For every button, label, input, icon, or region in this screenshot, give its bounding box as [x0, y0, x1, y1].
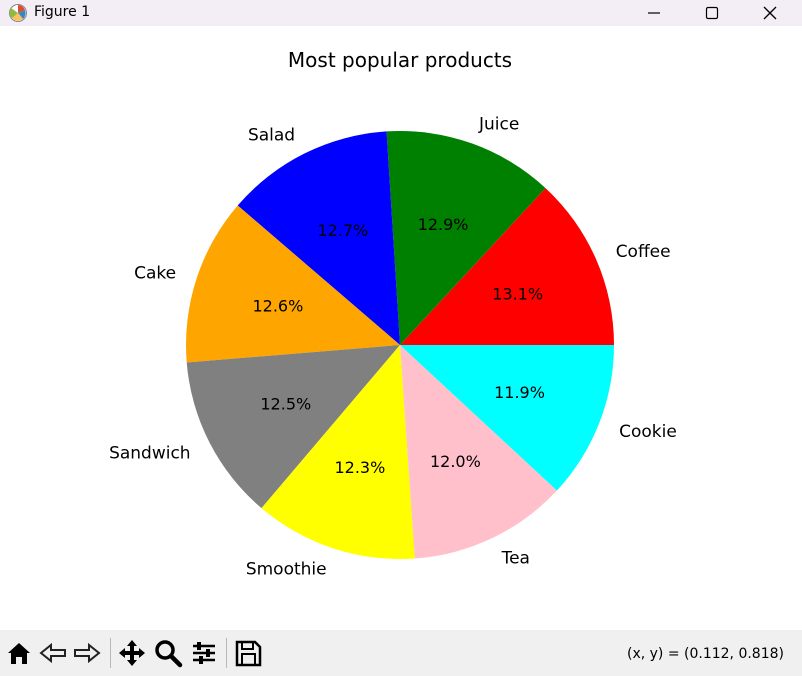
- minimize-button[interactable]: [631, 0, 677, 26]
- pie-chart: Most popular products 13.1% Coffee 12.9% Ju…: [109, 48, 677, 580]
- pie-slice-cookie: [400, 345, 614, 491]
- slice-label-cake: Cake: [134, 263, 176, 283]
- pie-slice-salad: [237, 131, 400, 345]
- configure-subplots-button[interactable]: [189, 638, 219, 668]
- matplotlib-app-icon: [8, 3, 28, 23]
- cursor-coordinates: (x, y) = (0.112, 0.818): [626, 646, 784, 662]
- pie-slices: [185, 130, 614, 560]
- pct-label-smoothie: 12.3%: [334, 458, 385, 477]
- back-icon: [39, 642, 66, 664]
- pie-slice-tea: [400, 345, 557, 559]
- maximize-button[interactable]: [689, 0, 735, 26]
- window-title: Figure 1: [34, 4, 91, 20]
- forward-button[interactable]: [72, 638, 102, 668]
- close-icon: [763, 6, 777, 20]
- zoom-icon: [155, 640, 183, 668]
- slice-label-coffee: Coffee: [616, 242, 671, 262]
- zoom-button[interactable]: [153, 638, 183, 668]
- close-button[interactable]: [747, 0, 793, 26]
- slice-label-smoothie: Smoothie: [246, 560, 327, 580]
- slice-label-salad: Salad: [248, 125, 295, 145]
- toolbar-separator: [110, 638, 111, 668]
- pct-label-cake: 12.6%: [252, 296, 303, 315]
- forward-icon: [74, 642, 101, 664]
- pct-label-coffee: 13.1%: [492, 285, 543, 304]
- pie-slice-coffee: [400, 188, 614, 345]
- pan-icon: [119, 640, 145, 666]
- pct-label-cookie: 11.9%: [494, 383, 545, 402]
- slice-label-sandwich: Sandwich: [109, 444, 191, 464]
- home-button[interactable]: [4, 638, 34, 668]
- save-icon: [235, 640, 262, 667]
- slice-label-juice: Juice: [478, 114, 519, 134]
- figure-canvas[interactable]: Most popular products 13.1% Coffee 12.9% Ju…: [0, 26, 802, 630]
- pct-label-tea: 12.0%: [430, 452, 481, 471]
- title-bar: Figure 1: [0, 0, 802, 26]
- save-button[interactable]: [233, 638, 263, 668]
- maximize-icon: [705, 6, 719, 20]
- window-edge: [799, 26, 802, 630]
- minimize-icon: [648, 12, 660, 14]
- pie-slice-juice: [386, 130, 546, 345]
- back-button[interactable]: [38, 638, 68, 668]
- navigation-toolbar: (x, y) = (0.112, 0.818): [0, 630, 802, 676]
- configure-icon: [193, 642, 215, 664]
- pie-labels: 13.1% Coffee 12.9% Juice 12.7% Salad 12.6% Cake…: [109, 114, 677, 579]
- toolbar-separator: [226, 638, 227, 668]
- pie-slice-cake: [185, 205, 400, 363]
- pct-label-sandwich: 12.5%: [260, 395, 311, 414]
- slice-label-tea: Tea: [501, 548, 530, 568]
- pie-slice-sandwich: [186, 345, 400, 509]
- pct-label-juice: 12.9%: [418, 215, 469, 234]
- pie-slice-smoothie: [261, 345, 415, 560]
- slice-label-cookie: Cookie: [619, 422, 677, 442]
- chart-title: Most popular products: [288, 48, 512, 72]
- pan-button[interactable]: [117, 638, 147, 668]
- pct-label-salad: 12.7%: [317, 221, 368, 240]
- home-icon: [8, 643, 30, 664]
